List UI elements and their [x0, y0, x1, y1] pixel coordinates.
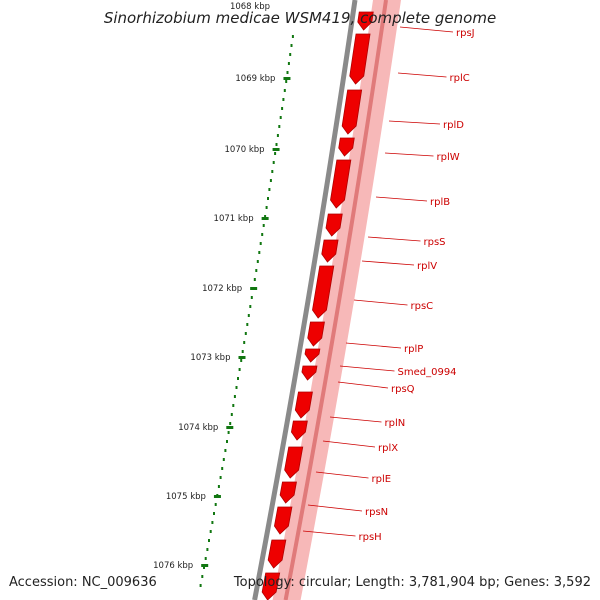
gene-arrow	[274, 506, 293, 535]
gene-label: rpsJ	[456, 28, 475, 39]
gene-arrow	[338, 137, 355, 157]
gene-label: rplC	[450, 73, 470, 84]
gene-leader-line	[307, 504, 363, 512]
gene-leader-line	[322, 440, 376, 448]
ruler-tick-label: 1074 kbp	[178, 423, 218, 433]
gene-arrow	[307, 321, 325, 347]
ruler-tick-label: 1076 kbp	[153, 561, 193, 571]
gene-labels: rpsJ rplC rplD rplW rplB rpsS rplV rpsC rplP Smed…	[302, 26, 475, 543]
gene-leader-line	[384, 152, 434, 157]
backbone-ring	[252, 0, 358, 600]
ruler-tick-label: 1070 kbp	[225, 145, 265, 155]
gene-leader-line	[345, 342, 402, 349]
gene-leader-line	[339, 365, 395, 372]
ruler-tick-label: 1075 kbp	[166, 492, 206, 502]
gene-leader-line	[353, 299, 408, 306]
ruler-tick	[238, 356, 246, 359]
gene-label: rplB	[430, 197, 450, 208]
gene-arrow	[312, 265, 335, 319]
gene-leader-line	[388, 120, 441, 125]
gene-arrow	[267, 539, 287, 569]
gene-arrow	[349, 33, 371, 85]
gene-leader-line	[315, 471, 369, 479]
ruler-tick-label: 1073 kbp	[190, 353, 230, 363]
gene-label: Smed_0994	[398, 367, 457, 378]
gene-leader-line	[375, 196, 428, 202]
gene-leader-line	[302, 530, 356, 537]
gene-label: rpsQ	[391, 384, 415, 395]
ruler-tick-label: 1072 kbp	[202, 284, 242, 294]
ruler-tick-label: 1071 kbp	[214, 214, 254, 224]
gene-arrow	[279, 481, 297, 504]
gene-arrow	[304, 348, 321, 363]
ruler-tick	[201, 564, 209, 567]
gene-leader-line	[361, 260, 415, 266]
gene-label: rpsS	[424, 237, 446, 248]
ruler-tick	[283, 77, 291, 80]
ruler-tick	[272, 148, 280, 151]
gene-arrow	[321, 239, 339, 263]
gene-arrow	[290, 420, 308, 441]
gene-label: rplD	[443, 120, 464, 131]
ruler-tick	[226, 426, 234, 429]
gene-label: rpsC	[411, 301, 434, 312]
accession-text: Accession: NC_009636	[9, 575, 157, 590]
gene-leader-line	[337, 381, 389, 389]
gene-label: rplP	[404, 344, 423, 355]
gene-label: rpsH	[359, 532, 382, 543]
gene-arrow	[341, 89, 363, 135]
feature-band	[272, 0, 401, 600]
map-title: Sinorhizobium medicae WSM419, complete g…	[103, 9, 497, 27]
gene-arrow	[294, 391, 313, 419]
gene-label: rpsN	[365, 507, 388, 518]
gene-label: rplX	[378, 443, 398, 454]
gene-features	[261, 11, 374, 600]
gene-leader-line	[399, 26, 454, 33]
gene-leader-line	[397, 72, 447, 78]
ruler-tick	[213, 495, 221, 498]
gene-leader-line	[367, 236, 421, 242]
gene-label: rplE	[372, 474, 392, 485]
ruler-tick-label: 1069 kbp	[235, 74, 275, 84]
ruler-ticks: 1069 kbp 1070 kbp 1071 kbp 1072 kbp 1073 kbp…	[153, 2, 291, 571]
ruler-tick	[261, 217, 269, 220]
gene-arrow	[357, 11, 374, 31]
gene-label: rplV	[417, 261, 437, 272]
ruler-dots	[199, 35, 294, 587]
gene-label: rplN	[385, 418, 406, 429]
gene-label: rplW	[437, 152, 460, 163]
gene-arrow	[284, 446, 304, 479]
gene-arrow	[301, 365, 318, 381]
topology-text: Topology: circular; Length: 3,781,904 bp…	[233, 575, 591, 590]
ruler-tick	[250, 287, 258, 290]
gene-arrow	[325, 213, 343, 237]
gene-leader-line	[329, 416, 382, 423]
gene-arrow	[330, 159, 352, 209]
gene-arrow	[261, 572, 281, 600]
ruler-tick-label: 1068 kbp	[230, 2, 270, 12]
